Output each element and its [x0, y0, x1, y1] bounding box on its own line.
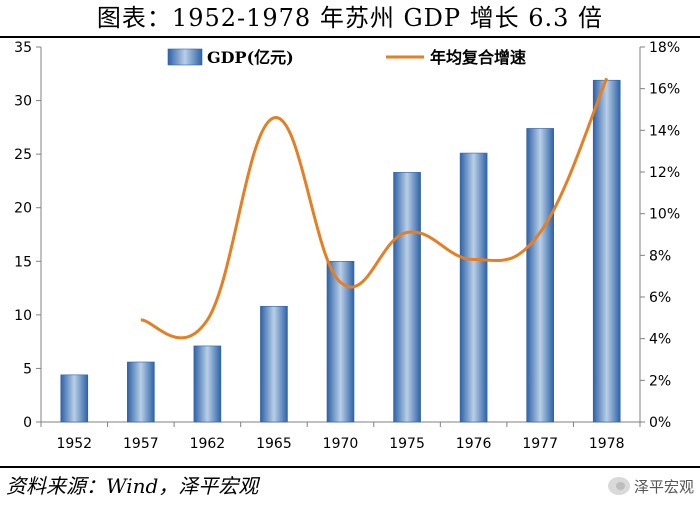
y-right-tick-label: 18%	[649, 40, 680, 56]
y-left-tick-label: 0	[23, 415, 32, 431]
chart-title: 图表：1952-1978 年苏州 GDP 增长 6.3 倍	[96, 4, 604, 32]
legend-label-gdp: GDP(亿元)	[207, 48, 294, 67]
gdp-bar	[60, 374, 89, 423]
watermark: 泽平宏观	[607, 471, 694, 501]
legend-label-growth: 年均复合增速	[430, 48, 526, 67]
gdp-bar	[326, 260, 355, 423]
wechat-icon	[607, 477, 630, 495]
title-divider	[0, 36, 700, 38]
y-right-tick-label: 10%	[649, 207, 680, 223]
gdp-bar	[127, 361, 155, 423]
footer-divider	[0, 466, 700, 468]
gdp-bar	[260, 305, 288, 423]
y-left-tick-label: 25	[14, 147, 32, 163]
x-tick-label: 1978	[589, 436, 625, 452]
x-tick-label: 1962	[190, 436, 226, 452]
x-tick-label: 1965	[256, 436, 292, 452]
y-right-tick-label: 16%	[649, 82, 680, 98]
x-tick-label: 1976	[456, 436, 492, 452]
x-tick-label: 1952	[56, 436, 92, 452]
watermark-text: 泽平宏观	[633, 477, 694, 496]
x-tick-label: 1970	[323, 436, 359, 452]
x-tick-label: 1975	[389, 436, 425, 452]
gdp-bar	[459, 152, 488, 423]
y-left-tick-label: 20	[14, 201, 32, 217]
growth-rate-line	[140, 77, 609, 340]
gdp-bar	[193, 345, 222, 423]
y-right-tick-label: 2%	[649, 373, 671, 389]
gdp-bar	[393, 172, 421, 423]
chart: 0 5 10 15 20 25 30 35 0% 2% 4% 6% 8% 10% 12% 14% 16% 18% 1…	[14, 40, 680, 452]
x-tick-label: 1977	[522, 436, 558, 452]
y-right-tick-label: 6%	[649, 290, 671, 306]
y-left-tick-label: 35	[14, 40, 32, 56]
gdp-bar	[592, 79, 621, 423]
y-left-tick-label: 15	[14, 254, 32, 270]
y-left-tick-label: 30	[14, 94, 32, 110]
x-tick-label: 1957	[123, 436, 159, 452]
legend-swatch-gdp	[167, 48, 203, 66]
gdp-bar	[526, 128, 554, 423]
y-left-tick-label: 5	[23, 361, 32, 377]
y-left-tick-label: 10	[14, 308, 32, 324]
y-right-tick-label: 8%	[649, 248, 671, 264]
y-right-tick-label: 12%	[649, 165, 680, 181]
source-note: 资料来源：Wind，泽平宏观	[6, 474, 259, 498]
y-right-tick-label: 14%	[649, 123, 680, 139]
y-right-tick-label: 0%	[649, 415, 671, 431]
y-right-tick-label: 4%	[649, 332, 671, 348]
